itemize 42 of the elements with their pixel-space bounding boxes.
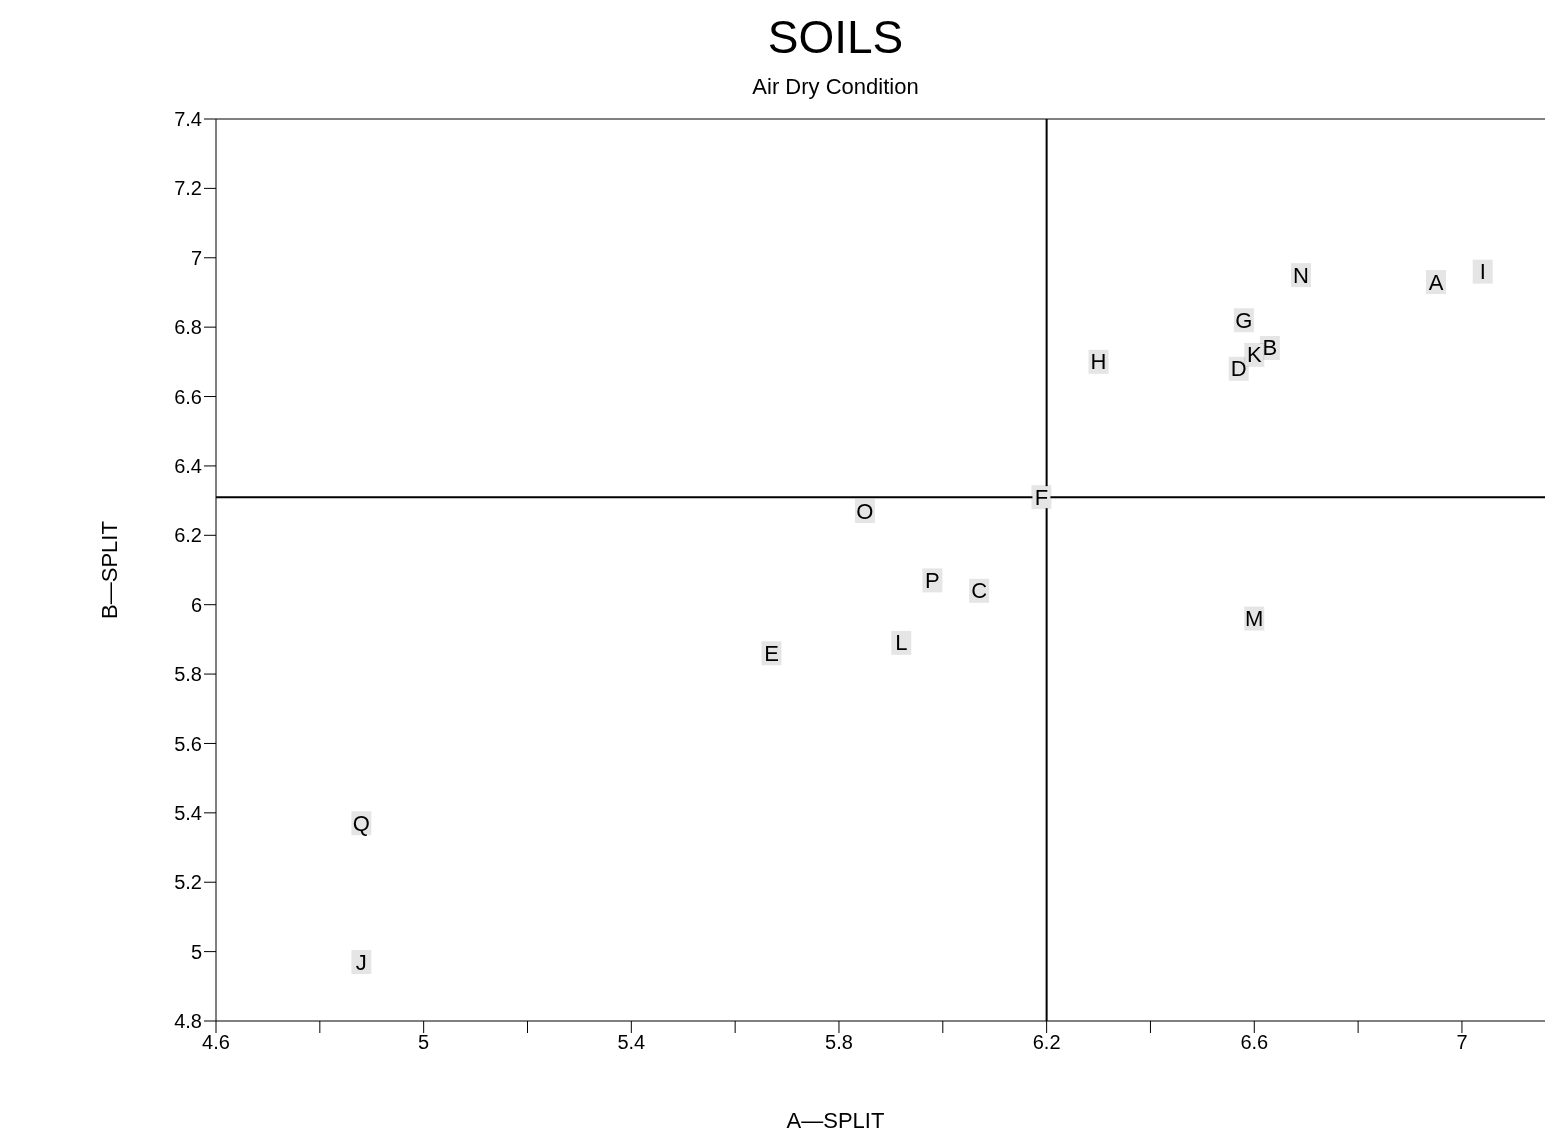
data-label: I: [1479, 259, 1486, 285]
y-tick-label: 7.4: [174, 108, 202, 131]
data-label: G: [1235, 307, 1253, 333]
x-tick-label: 6.6: [1240, 1031, 1269, 1054]
data-label: M: [1245, 606, 1264, 632]
data-label: A: [1428, 269, 1444, 295]
data-label: Q: [352, 810, 370, 836]
x-tick-label: 4.6: [202, 1031, 230, 1054]
chart-title: SOILS: [766, 10, 905, 64]
data-label: C: [971, 578, 988, 604]
y-tick-label: 6.4: [174, 455, 202, 478]
y-tick-label: 7.2: [174, 177, 202, 200]
y-tick-label: 7: [190, 246, 202, 269]
y-tick-label: 6.2: [174, 524, 202, 547]
x-tick-label: 5: [418, 1031, 430, 1054]
x-axis-title: A—SPLIT: [785, 1108, 886, 1134]
data-label: B: [1262, 335, 1278, 361]
y-tick-label: 4.8: [174, 1010, 202, 1033]
data-label: L: [895, 630, 908, 656]
y-tick-label: 5: [190, 940, 202, 963]
data-label: F: [1034, 484, 1049, 510]
chart-subtitle: Air Dry Condition: [751, 74, 920, 100]
data-label: J: [355, 949, 367, 975]
data-label: E: [764, 640, 779, 666]
x-tick-label: 6.2: [1032, 1031, 1061, 1054]
x-tick-label: 5.8: [825, 1031, 853, 1054]
y-tick-label: 5.2: [174, 871, 202, 894]
x-tick-label: 7: [1456, 1031, 1468, 1054]
y-axis-title: B—SPLIT: [97, 521, 123, 619]
data-label: N: [1293, 262, 1309, 288]
y-tick-label: 5.6: [174, 732, 202, 755]
data-label: P: [925, 567, 940, 593]
y-tick-label: 5.4: [174, 801, 202, 824]
data-label: O: [856, 498, 874, 524]
data-label: H: [1090, 349, 1107, 375]
data-label: D: [1230, 356, 1247, 382]
y-tick-label: 6: [190, 593, 202, 616]
x-tick-label: 5.4: [617, 1031, 646, 1054]
data-label: K: [1246, 342, 1262, 368]
y-tick-label: 6.8: [174, 316, 202, 339]
y-tick-label: 6.6: [174, 385, 202, 408]
y-tick-label: 5.8: [174, 663, 202, 686]
